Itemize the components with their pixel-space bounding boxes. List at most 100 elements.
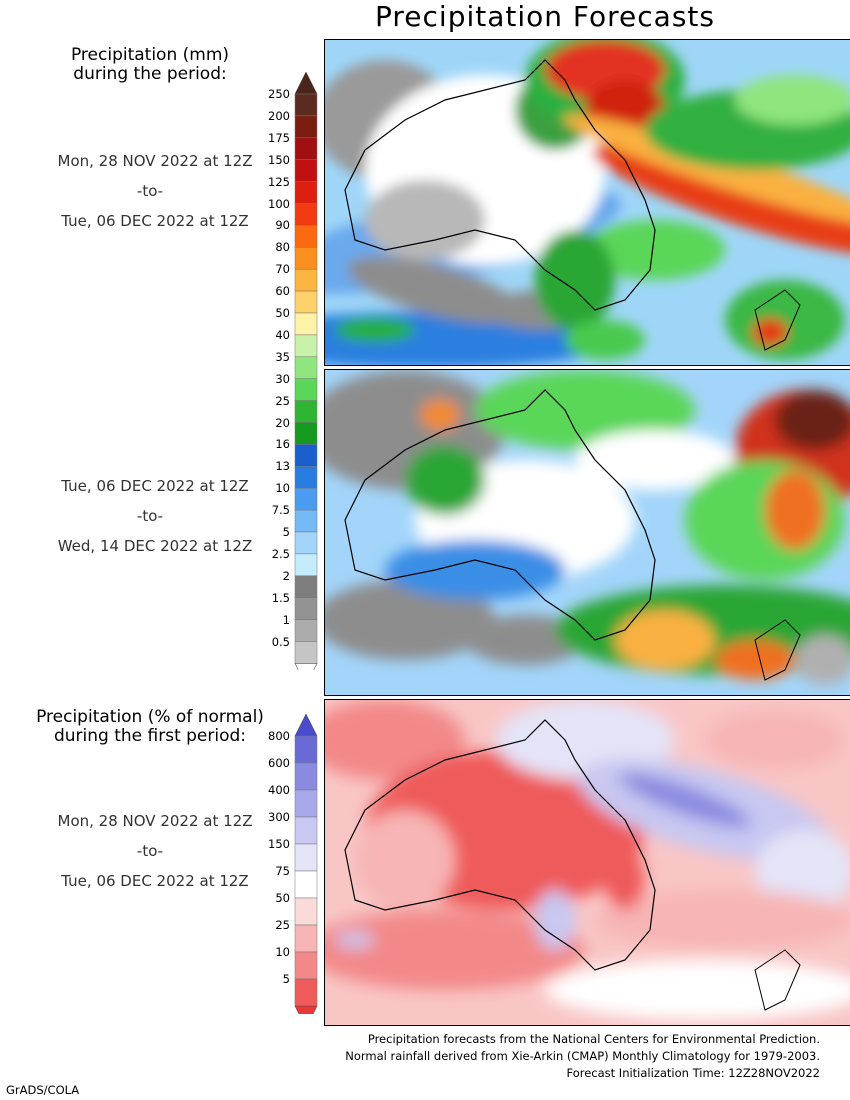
mm-colorbar-top-arrow [294,72,318,95]
mm-colorbar-swatch [294,422,318,445]
pct-colorbar-label: 5 [282,972,290,986]
mm-colorbar-swatch [294,531,318,555]
footer-line-3: Forecast Initialization Time: 12Z28NOV20… [566,1066,820,1080]
period2-end: Wed, 14 DEC 2022 at 12Z [57,537,253,555]
mm-colorbar-label: 13 [275,459,290,474]
mm-colorbar-label: 5 [282,525,290,539]
mm-colorbar-label: 25 [275,393,290,408]
period3-end: Tue, 06 DEC 2022 at 12Z [61,872,249,890]
mm-colorbar-bottom-arrow [294,663,318,670]
map-panel-period2 [324,369,850,696]
mm-legend-header-line2: during the period: [73,64,227,84]
mm-colorbar-label: 2.5 [271,546,290,561]
page-title: Precipitation Forecasts [375,0,715,33]
pct-legend-header-line1: Precipitation (% of normal) [36,707,264,727]
mm-colorbar-swatch [294,159,318,182]
pct-colorbar-label: 800 [268,729,290,743]
pct-legend-header: Precipitation (% of normal) during the f… [10,708,290,746]
mm-colorbar-label: 20 [275,415,290,430]
mm-colorbar-swatch [294,137,318,160]
mm-colorbar-label: 7.5 [271,503,290,518]
mm-colorbar-label: 0.5 [271,634,290,649]
pct-colorbar-swatch [294,978,318,1007]
mm-colorbar-label: 35 [275,349,290,364]
mm-colorbar-swatch [294,334,318,358]
pct-colorbar-label: 10 [275,945,290,959]
mm-colorbar-label: 2 [282,568,290,583]
mm-colorbar-swatch [294,356,318,379]
precip-mm-colorbar [294,72,318,670]
pct-colorbar-label: 600 [268,756,290,770]
mm-colorbar-label: 60 [275,284,290,299]
map-period2-image [325,370,850,695]
mm-colorbar-swatch [294,203,318,226]
mm-colorbar-swatch [294,115,318,139]
mm-colorbar-label: 1 [282,612,290,627]
mm-colorbar-label: 250 [268,87,290,101]
mm-colorbar-swatch [294,487,318,511]
pct-colorbar-label: 25 [275,918,290,932]
mm-colorbar-swatch [294,619,318,642]
mm-colorbar-swatch [294,268,318,292]
mm-colorbar-label: 200 [268,108,290,123]
mm-legend-header: Precipitation (mm) during the period: [30,46,270,84]
mm-colorbar-label: 150 [268,152,290,167]
pct-colorbar-swatch [294,924,318,953]
mm-colorbar-label: 90 [275,218,290,233]
pct-colorbar-swatch [294,735,318,764]
mm-colorbar-label: 10 [275,481,290,496]
mm-colorbar-label: 80 [275,240,290,255]
pct-colorbar-label: 50 [275,891,290,905]
mm-colorbar-swatch [294,641,318,664]
pct-colorbar-swatch [294,843,318,872]
pct-colorbar-label: 150 [268,837,290,851]
mm-colorbar-label: 50 [275,306,290,320]
mm-colorbar-swatch [294,509,318,533]
map-coastline-australia [344,719,656,971]
footer-line-1: Precipitation forecasts from the Nationa… [367,1032,820,1046]
precip-pct-colorbar [294,714,318,1014]
mm-colorbar-label: 16 [275,437,290,452]
pct-colorbar-label: 75 [275,864,290,878]
map-panel-period1 [324,39,850,366]
period3-sep: -to- [136,842,164,860]
footer-notes: Precipitation forecasts from the Nationa… [345,1031,820,1082]
period1-end: Tue, 06 DEC 2022 at 12Z [61,212,249,230]
mm-colorbar-label: 40 [275,327,290,342]
mm-colorbar-swatch [294,466,318,489]
period3-start: Mon, 28 NOV 2022 at 12Z [57,812,253,830]
pct-colorbar-swatch [294,762,318,791]
footer-line-2: Normal rainfall derived from Xie-Arkin (… [345,1049,820,1063]
mm-colorbar-swatch [294,247,318,270]
mm-colorbar-label: 125 [268,174,290,189]
pct-colorbar-top-arrow [294,714,318,737]
mm-colorbar-label: 30 [275,371,290,386]
pct-colorbar-swatch [294,816,318,845]
mm-colorbar-swatch [294,400,318,423]
mm-colorbar-swatch [294,312,318,336]
pct-legend-header-line2: during the first period: [53,726,247,746]
mm-colorbar-swatch [294,378,318,401]
pct-colorbar-swatch [294,870,318,899]
period2-sep: -to- [136,507,164,525]
mm-colorbar-label: 175 [268,130,290,145]
pct-colorbar-label: 300 [268,810,290,824]
map-coastline-australia [344,59,656,311]
period1-sep: -to- [136,182,164,200]
grads-credit: GrADS/COLA [6,1083,80,1097]
pct-colorbar-swatch [294,951,318,980]
map-pct-normal-image [325,700,850,1025]
pct-colorbar-swatch [294,897,318,926]
map-period1-image [325,40,850,365]
mm-colorbar-swatch [294,553,318,577]
mm-colorbar-label: 1.5 [271,590,290,605]
mm-colorbar-swatch [294,290,318,314]
period1-start: Mon, 28 NOV 2022 at 12Z [57,152,253,170]
mm-colorbar-label: 100 [268,196,290,211]
pct-colorbar-swatch [294,789,318,818]
period2-start: Tue, 06 DEC 2022 at 12Z [61,477,249,495]
mm-colorbar-swatch [294,597,318,620]
mm-colorbar-swatch [294,575,318,598]
mm-colorbar-swatch [294,225,318,248]
mm-colorbar-swatch [294,444,318,467]
